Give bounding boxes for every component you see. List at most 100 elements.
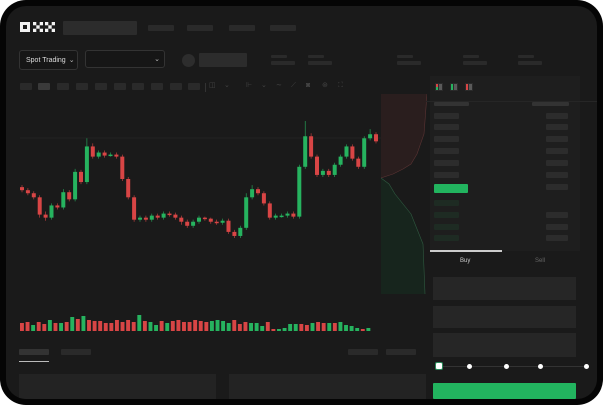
slider-stop-50[interactable]: [504, 364, 509, 369]
candle[interactable]: [191, 219, 196, 228]
search-bar[interactable]: [63, 21, 137, 35]
filter-button[interactable]: [348, 349, 378, 355]
timeframe-button[interactable]: [57, 83, 69, 90]
timeframe-button[interactable]: [170, 83, 182, 90]
candle[interactable]: [149, 213, 154, 222]
candle[interactable]: [226, 218, 231, 234]
candle[interactable]: [214, 219, 219, 225]
timeframe-button[interactable]: [151, 83, 163, 90]
bid-amount[interactable]: [546, 224, 568, 230]
indicator-icon[interactable]: ⊩: [246, 82, 253, 89]
candle[interactable]: [96, 150, 101, 159]
slider-stop-100[interactable]: [584, 364, 589, 369]
market-type-select[interactable]: Spot Trading ⌄: [19, 50, 78, 70]
ask-amount[interactable]: [546, 136, 568, 142]
candle[interactable]: [84, 138, 89, 185]
candle[interactable]: [362, 136, 367, 169]
line-tool-icon[interactable]: ∼: [276, 82, 282, 89]
slider-stop-25[interactable]: [467, 364, 472, 369]
filter-button[interactable]: [386, 349, 416, 355]
sell-tab[interactable]: Sell: [535, 258, 546, 264]
candle[interactable]: [132, 195, 137, 222]
candle[interactable]: [25, 188, 30, 196]
candle[interactable]: [185, 219, 190, 228]
camera-icon[interactable]: ◙: [306, 82, 311, 89]
candle[interactable]: [374, 132, 378, 144]
candle[interactable]: [55, 203, 60, 210]
candle[interactable]: [368, 129, 373, 141]
timeframe-button[interactable]: [132, 83, 144, 90]
timeframe-button[interactable]: [188, 83, 200, 90]
candle[interactable]: [208, 217, 213, 224]
tab-order-history[interactable]: [61, 349, 91, 355]
candle[interactable]: [37, 195, 42, 218]
candle[interactable]: [167, 211, 172, 217]
ask-amount[interactable]: [546, 184, 568, 190]
candle[interactable]: [256, 187, 260, 196]
bid-price[interactable]: [434, 200, 459, 206]
ask-price[interactable]: [434, 160, 459, 166]
candle[interactable]: [356, 156, 361, 169]
ask-amount[interactable]: [546, 148, 568, 154]
bid-price[interactable]: [434, 224, 459, 230]
candle[interactable]: [161, 211, 166, 220]
asks-only-icon[interactable]: [465, 83, 473, 91]
chart-type-icon[interactable]: ◫: [209, 82, 216, 89]
timeframe-button[interactable]: [76, 83, 88, 90]
timeframe-button[interactable]: [38, 83, 50, 90]
candle[interactable]: [114, 152, 119, 159]
ruler-icon[interactable]: ⟋: [291, 82, 296, 89]
settings-icon[interactable]: ⊛: [322, 82, 328, 89]
bid-amount[interactable]: [546, 212, 568, 218]
candle[interactable]: [267, 201, 272, 220]
amount-input[interactable]: [433, 306, 576, 328]
nav-item[interactable]: [270, 25, 296, 31]
candle[interactable]: [315, 154, 319, 177]
candle[interactable]: [303, 121, 308, 169]
candle[interactable]: [102, 150, 107, 158]
candle[interactable]: [31, 191, 36, 200]
candle[interactable]: [326, 168, 331, 177]
candle[interactable]: [143, 215, 148, 222]
timeframe-button[interactable]: [95, 83, 107, 90]
candle[interactable]: [220, 218, 225, 225]
candle[interactable]: [350, 144, 355, 161]
candle[interactable]: [232, 229, 237, 238]
candle[interactable]: [179, 215, 184, 225]
okx-logo[interactable]: [20, 22, 58, 34]
ask-amount[interactable]: [546, 124, 568, 130]
ask-price[interactable]: [434, 136, 459, 142]
ask-amount[interactable]: [546, 160, 568, 166]
candle[interactable]: [20, 185, 24, 193]
chevron-down-icon[interactable]: ⌄: [224, 82, 230, 89]
price-input[interactable]: [433, 277, 576, 300]
candle[interactable]: [297, 164, 302, 219]
candle[interactable]: [344, 144, 349, 159]
slider-stop-75[interactable]: [538, 364, 543, 369]
candle[interactable]: [49, 203, 54, 220]
candle[interactable]: [338, 154, 343, 167]
candle[interactable]: [173, 212, 178, 220]
candle[interactable]: [79, 169, 83, 185]
candle[interactable]: [238, 225, 243, 238]
candle[interactable]: [108, 152, 113, 157]
slider-handle[interactable]: [435, 362, 443, 370]
candle[interactable]: [279, 213, 284, 218]
candle[interactable]: [320, 168, 325, 177]
both-sides-icon[interactable]: [435, 83, 443, 91]
candle[interactable]: [120, 154, 125, 182]
candle[interactable]: [291, 211, 296, 219]
candle[interactable]: [202, 216, 207, 221]
candle[interactable]: [244, 193, 249, 230]
candle[interactable]: [61, 189, 66, 210]
candle[interactable]: [138, 215, 142, 222]
bid-price[interactable]: [434, 212, 459, 218]
nav-item[interactable]: [187, 25, 213, 31]
chevron-down-icon[interactable]: ⌄: [261, 82, 267, 89]
candle[interactable]: [90, 143, 95, 159]
candle[interactable]: [332, 162, 337, 177]
ask-price[interactable]: [434, 172, 459, 178]
candle[interactable]: [67, 190, 72, 202]
candle[interactable]: [43, 211, 48, 221]
fullscreen-icon[interactable]: ⛶: [338, 82, 343, 89]
